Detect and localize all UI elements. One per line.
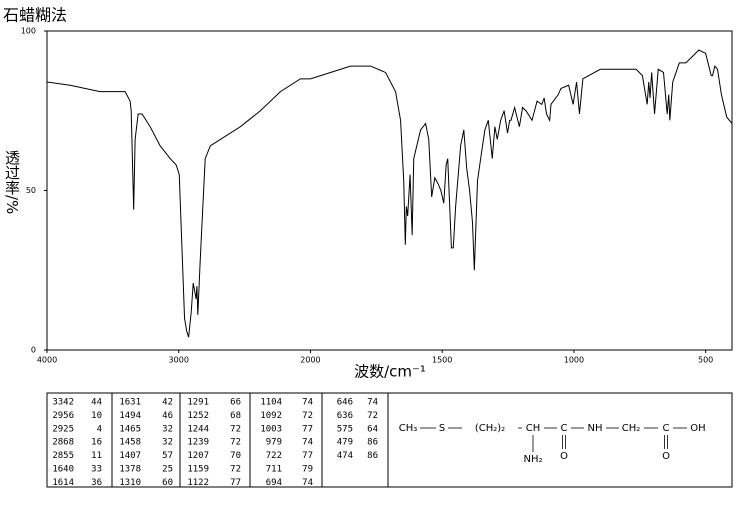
- peak-wavenumber: 1104: [260, 398, 282, 408]
- peak-wavenumber: 1407: [119, 451, 141, 461]
- peak-wavenumber: 1291: [187, 398, 209, 408]
- structure-group: CH₂: [622, 423, 641, 434]
- peak-wavenumber: 2868: [52, 438, 74, 448]
- x-tick-label: 4000: [37, 356, 57, 365]
- structure-substituent: NH₂: [523, 454, 542, 465]
- peak-transmittance: 72: [230, 424, 241, 434]
- peak-transmittance: 66: [230, 398, 241, 408]
- peak-transmittance: 32: [162, 438, 173, 448]
- structure-group: C: [561, 423, 568, 434]
- structure-substituent: O: [560, 451, 568, 462]
- peak-wavenumber: 722: [266, 451, 282, 461]
- peak-transmittance: 86: [367, 451, 378, 461]
- structure-group: CH: [526, 423, 541, 434]
- peak-transmittance: 60: [162, 478, 173, 488]
- y-tick-label: 100: [21, 27, 36, 36]
- peak-transmittance: 64: [367, 424, 378, 434]
- peak-wavenumber: 1122: [187, 478, 209, 488]
- peak-transmittance: 70: [230, 451, 241, 461]
- peak-wavenumber: 1465: [119, 424, 141, 434]
- structure-group: OH: [690, 423, 705, 434]
- y-tick-label: 50: [26, 186, 36, 195]
- peak-wavenumber: 1159: [187, 465, 209, 475]
- peak-transmittance: 42: [162, 398, 173, 408]
- peak-wavenumber: 479: [337, 438, 353, 448]
- peak-transmittance: 77: [302, 451, 313, 461]
- peak-wavenumber: 2925: [52, 424, 74, 434]
- peak-wavenumber: 1003: [260, 424, 282, 434]
- peak-transmittance: 44: [91, 398, 102, 408]
- peak-transmittance: 72: [230, 438, 241, 448]
- peak-wavenumber: 1458: [119, 438, 141, 448]
- peak-wavenumber: 1207: [187, 451, 209, 461]
- structure-group: C: [663, 423, 670, 434]
- x-tick-label: 1500: [432, 356, 452, 365]
- x-tick-label: 2000: [300, 356, 320, 365]
- peak-wavenumber: 1378: [119, 465, 141, 475]
- peak-transmittance: 57: [162, 451, 173, 461]
- peak-wavenumber: 646: [337, 398, 353, 408]
- structure-group: CH₃: [399, 423, 418, 434]
- peak-transmittance: 79: [302, 465, 313, 475]
- chart-title: 石蜡糊法: [3, 6, 67, 25]
- y-axis-label: 透过率/%: [3, 150, 21, 215]
- peak-wavenumber: 694: [266, 478, 282, 488]
- table-frame: [46, 392, 733, 488]
- spectrum-line: [46, 49, 733, 338]
- peak-wavenumber: 474: [337, 451, 353, 461]
- peak-wavenumber: 1494: [119, 411, 141, 421]
- peak-transmittance: 11: [91, 451, 102, 461]
- peak-transmittance: 36: [91, 478, 102, 488]
- x-tick-label: 1000: [564, 356, 584, 365]
- peak-wavenumber: 1244: [187, 424, 209, 434]
- x-tick-label: 500: [698, 356, 713, 365]
- structure-substituent: O: [662, 451, 670, 462]
- peak-transmittance: 10: [91, 411, 102, 421]
- peak-wavenumber: 1252: [187, 411, 209, 421]
- peak-transmittance: 72: [302, 411, 313, 421]
- peak-wavenumber: 2855: [52, 451, 74, 461]
- peak-wavenumber: 636: [337, 411, 353, 421]
- peak-transmittance: 72: [230, 465, 241, 475]
- peak-transmittance: 68: [230, 411, 241, 421]
- peak-wavenumber: 711: [266, 465, 282, 475]
- peak-transmittance: 32: [162, 424, 173, 434]
- x-tick-label: 3000: [169, 356, 189, 365]
- peak-transmittance: 33: [91, 465, 102, 475]
- peak-wavenumber: 1631: [119, 398, 141, 408]
- peak-transmittance: 72: [367, 411, 378, 421]
- peak-wavenumber: 1092: [260, 411, 282, 421]
- peak-wavenumber: 1310: [119, 478, 141, 488]
- peak-transmittance: 86: [367, 438, 378, 448]
- peak-transmittance: 74: [367, 398, 378, 408]
- peak-wavenumber: 1614: [52, 478, 74, 488]
- peak-transmittance: 25: [162, 465, 173, 475]
- peak-transmittance: 74: [302, 438, 313, 448]
- structure-group: S: [439, 423, 445, 434]
- peak-wavenumber: 979: [266, 438, 282, 448]
- peak-wavenumber: 3342: [52, 398, 74, 408]
- peak-wavenumber: 2956: [52, 411, 74, 421]
- structure-group: (CH₂)₂: [475, 423, 505, 434]
- structure-group: NH: [588, 423, 603, 434]
- peak-transmittance: 77: [302, 424, 313, 434]
- plot-frame: [46, 30, 733, 351]
- peak-transmittance: 4: [97, 424, 102, 434]
- peak-transmittance: 46: [162, 411, 173, 421]
- peak-transmittance: 74: [302, 478, 313, 488]
- y-tick-label: 0: [31, 346, 36, 355]
- peak-transmittance: 77: [230, 478, 241, 488]
- peak-transmittance: 16: [91, 438, 102, 448]
- x-axis-label: 波数/cm⁻¹: [354, 363, 426, 381]
- peak-wavenumber: 1239: [187, 438, 209, 448]
- peak-transmittance: 74: [302, 398, 313, 408]
- peak-wavenumber: 575: [337, 424, 353, 434]
- peak-wavenumber: 1640: [52, 465, 74, 475]
